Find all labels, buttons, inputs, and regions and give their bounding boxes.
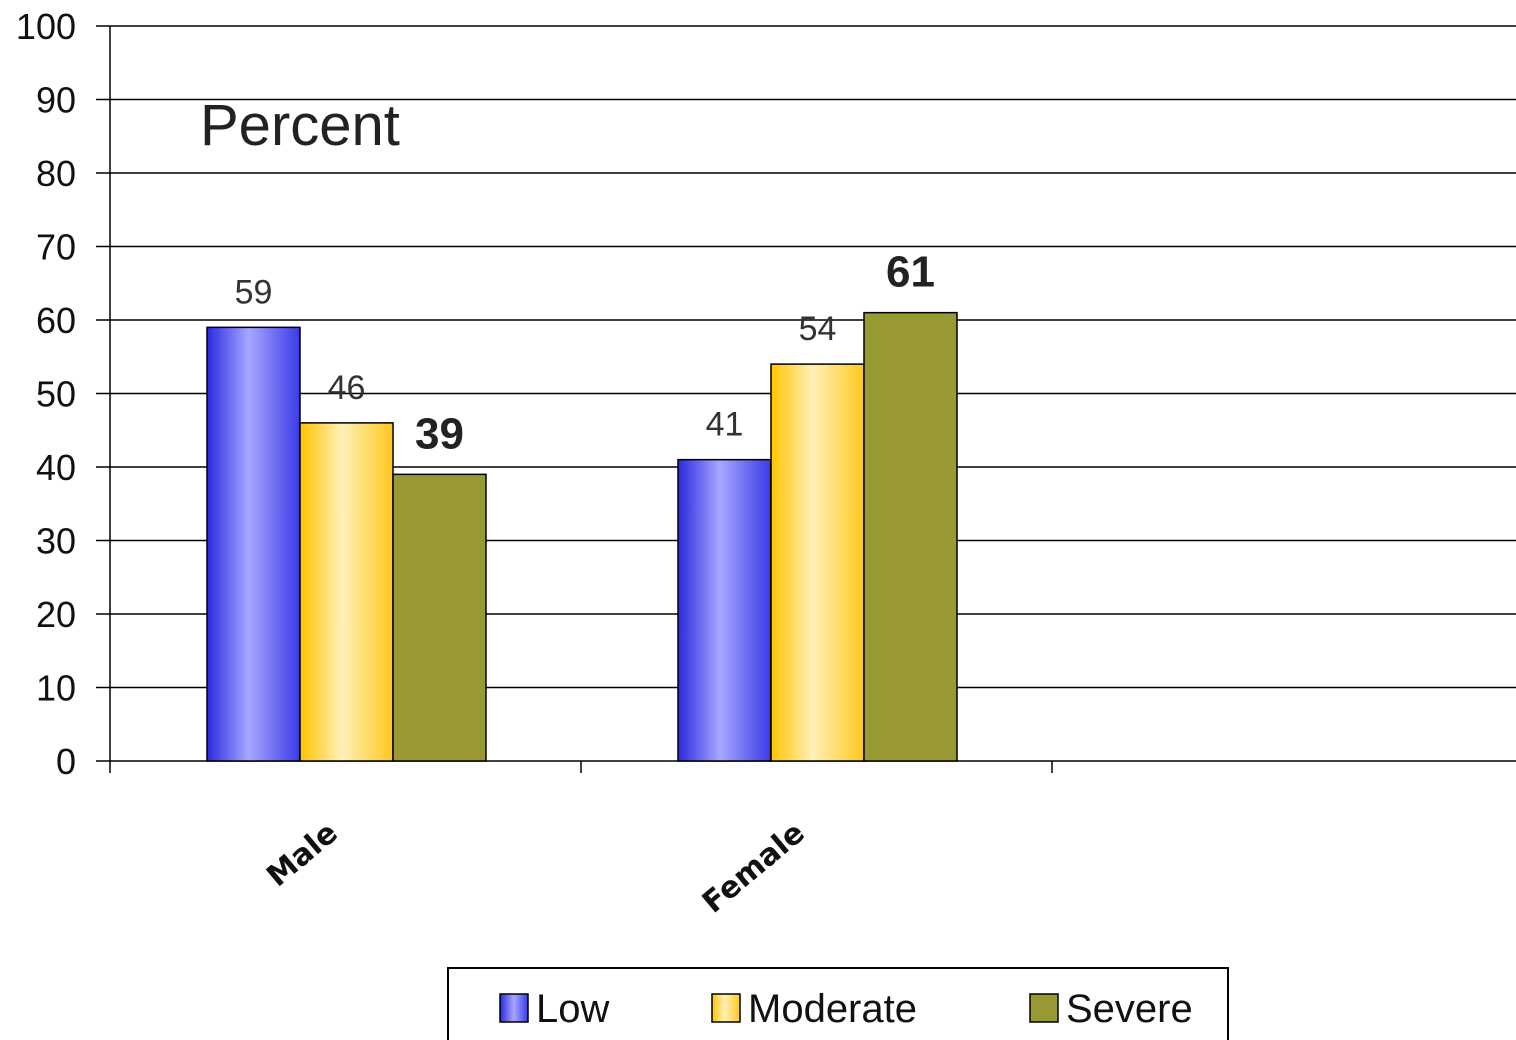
bar-moderate-female bbox=[770, 363, 865, 762]
bars bbox=[206, 311, 958, 762]
data-label-low-male: 59 bbox=[235, 273, 273, 311]
legend-box bbox=[447, 967, 1229, 1040]
bar-low-female bbox=[677, 458, 772, 762]
bar-moderate-male bbox=[299, 422, 394, 762]
y-tick-label: 0 bbox=[56, 741, 76, 782]
legend-label-low: Low bbox=[536, 987, 609, 1031]
y-tick-label: 10 bbox=[36, 668, 76, 709]
y-tick-label: 60 bbox=[36, 300, 76, 341]
y-tick-label: 40 bbox=[36, 447, 76, 488]
x-category-label: Female bbox=[696, 815, 812, 920]
y-tick-label: 70 bbox=[36, 227, 76, 268]
data-label-moderate-female: 54 bbox=[799, 310, 837, 348]
data-label-low-female: 41 bbox=[706, 406, 744, 444]
y-tick-label: 90 bbox=[36, 80, 76, 121]
bar-low-male bbox=[206, 326, 301, 762]
y-tick-label: 100 bbox=[16, 6, 76, 47]
legend-label-moderate: Moderate bbox=[748, 987, 917, 1031]
chart-title: Percent bbox=[200, 93, 400, 158]
data-labels: 59 46 39 41 54 61 bbox=[235, 248, 935, 459]
legend-swatch-moderate bbox=[711, 993, 741, 1023]
bar-severe-female bbox=[863, 311, 958, 762]
x-category-label: Male bbox=[260, 815, 344, 894]
y-tick-label: 50 bbox=[36, 374, 76, 415]
legend: Low Moderate Severe bbox=[447, 967, 1229, 1040]
y-tick-label: 20 bbox=[36, 594, 76, 635]
data-label-severe-male: 39 bbox=[415, 409, 464, 458]
y-tick-label: 80 bbox=[36, 153, 76, 194]
legend-swatch-severe bbox=[1029, 993, 1059, 1023]
legend-label-severe: Severe bbox=[1066, 987, 1193, 1031]
data-label-moderate-male: 46 bbox=[328, 369, 366, 407]
y-tick-label: 30 bbox=[36, 521, 76, 562]
bar-severe-male bbox=[392, 473, 487, 762]
data-label-severe-female: 61 bbox=[886, 248, 935, 297]
legend-swatch-low bbox=[499, 993, 529, 1023]
